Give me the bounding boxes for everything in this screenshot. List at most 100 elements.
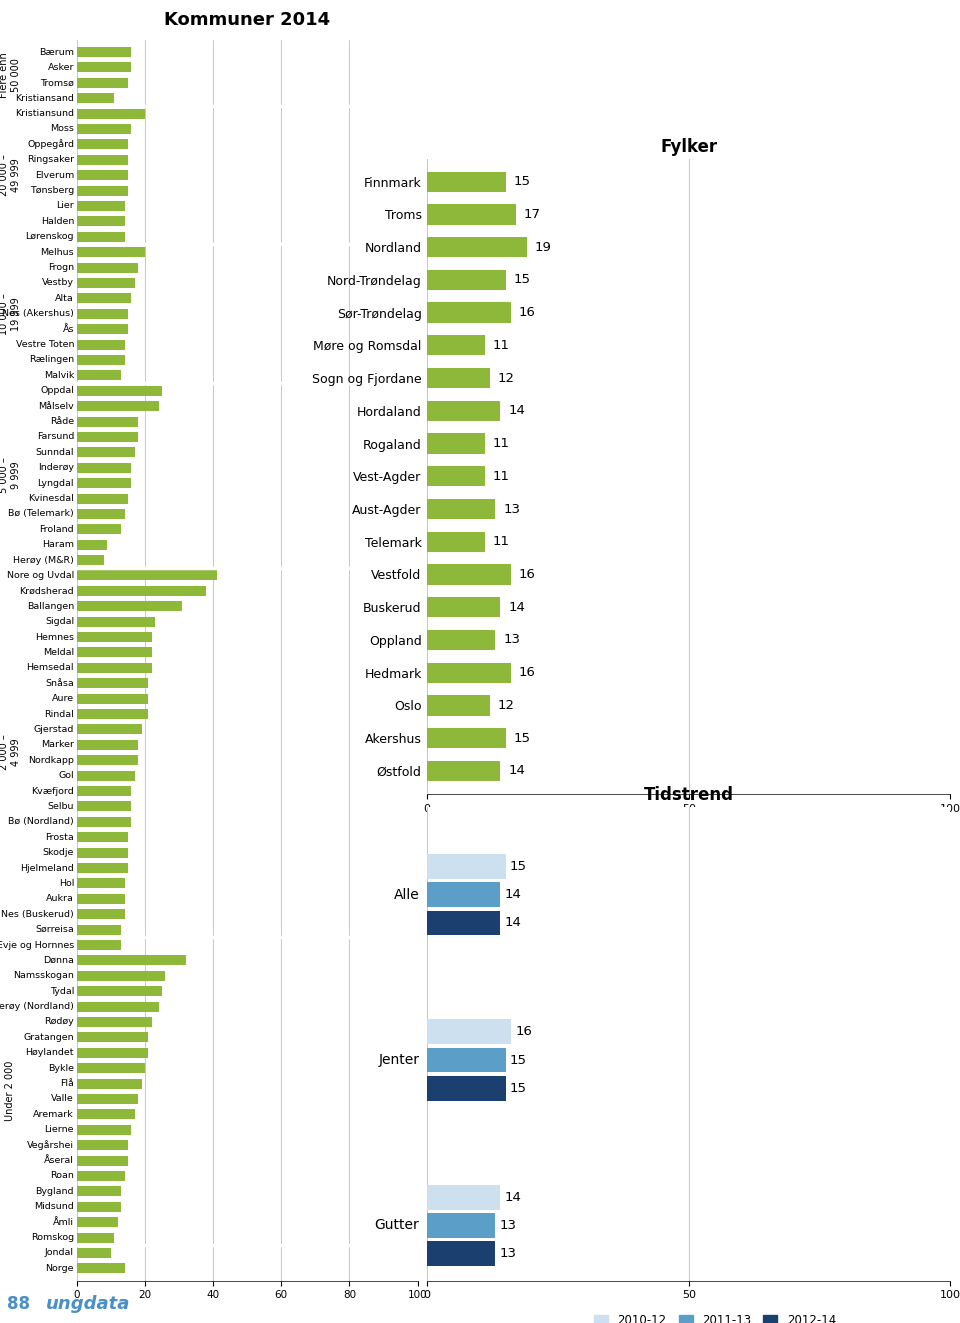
Bar	[77, 431, 138, 442]
Text: 16: 16	[518, 306, 536, 319]
Bar	[77, 1125, 132, 1135]
Bar	[77, 308, 128, 319]
Text: 14: 14	[508, 765, 525, 778]
Bar	[427, 368, 490, 388]
Text: 2 000 –
4 999: 2 000 – 4 999	[0, 734, 21, 770]
Bar	[77, 848, 128, 857]
Text: 12: 12	[498, 372, 515, 385]
Bar	[77, 278, 134, 288]
Bar	[427, 434, 485, 454]
Bar	[77, 632, 152, 642]
Bar	[77, 1171, 125, 1181]
Bar	[77, 1017, 152, 1027]
Bar	[77, 1032, 149, 1043]
Bar	[77, 894, 125, 904]
Bar	[77, 139, 128, 149]
Bar	[77, 647, 152, 658]
Bar	[77, 1201, 121, 1212]
Bar	[77, 1187, 121, 1196]
Bar	[427, 1019, 511, 1044]
Text: 15: 15	[514, 274, 531, 286]
Bar	[77, 955, 186, 966]
Text: 11: 11	[492, 536, 510, 548]
Bar	[77, 941, 121, 950]
Bar	[427, 910, 500, 935]
Bar	[427, 696, 490, 716]
Bar	[77, 478, 132, 488]
Bar	[77, 217, 125, 226]
Text: 88: 88	[8, 1295, 30, 1314]
Bar	[77, 617, 156, 627]
Bar	[77, 1263, 125, 1273]
Legend: 2010-12, 2011-13, 2012-14: 2010-12, 2011-13, 2012-14	[589, 1310, 841, 1323]
Bar	[427, 882, 500, 908]
Text: 15: 15	[514, 175, 531, 188]
Text: 16: 16	[518, 667, 536, 679]
Bar	[77, 155, 128, 165]
Bar	[427, 270, 506, 290]
Bar	[77, 93, 114, 103]
Bar	[77, 493, 128, 504]
Bar	[427, 761, 500, 781]
Text: 15: 15	[514, 732, 531, 745]
Text: 19: 19	[535, 241, 551, 254]
Bar	[427, 597, 500, 618]
Bar	[427, 499, 495, 519]
Bar	[77, 740, 138, 750]
Text: 11: 11	[492, 437, 510, 450]
Bar	[77, 570, 217, 581]
Bar	[427, 565, 511, 585]
Text: ungdata: ungdata	[46, 1295, 131, 1314]
Bar	[427, 1076, 506, 1101]
Text: 15: 15	[510, 860, 527, 873]
Bar	[77, 1110, 134, 1119]
Bar	[77, 556, 104, 565]
Bar	[77, 324, 128, 335]
Bar	[77, 1155, 128, 1166]
Text: 14: 14	[508, 405, 525, 417]
Bar	[77, 1048, 149, 1058]
Text: Jenter: Jenter	[378, 1053, 420, 1068]
Bar	[77, 108, 145, 119]
Text: 12: 12	[498, 699, 515, 712]
Bar	[77, 124, 132, 134]
Bar	[77, 340, 125, 349]
Bar	[427, 532, 485, 552]
Bar	[427, 1048, 506, 1073]
Text: 16: 16	[516, 1025, 532, 1039]
Text: Alle: Alle	[394, 888, 420, 902]
Bar	[77, 786, 132, 796]
Bar	[77, 540, 108, 549]
Bar	[77, 201, 125, 210]
Text: 15: 15	[510, 1053, 527, 1066]
Text: 13: 13	[503, 503, 520, 516]
Bar	[77, 1002, 158, 1012]
Text: 13: 13	[499, 1248, 516, 1261]
Bar	[427, 1184, 500, 1209]
Bar	[77, 771, 134, 781]
Bar	[77, 447, 134, 458]
Text: 5 000 –
9 999: 5 000 – 9 999	[0, 458, 21, 493]
Text: 13: 13	[499, 1218, 516, 1232]
Bar	[77, 909, 125, 919]
Text: Tidstrend: Tidstrend	[644, 786, 733, 804]
Text: 20 000 –
49 999: 20 000 – 49 999	[0, 155, 21, 196]
Bar	[77, 48, 132, 57]
Text: 11: 11	[492, 339, 510, 352]
Bar	[77, 509, 125, 519]
Text: Gutter: Gutter	[374, 1218, 420, 1233]
Bar	[77, 370, 121, 380]
Bar	[77, 171, 128, 180]
Bar	[427, 172, 506, 192]
Bar	[427, 303, 511, 323]
Bar	[77, 355, 125, 365]
Bar	[77, 78, 128, 87]
Bar	[77, 586, 206, 595]
Bar	[77, 417, 138, 426]
Bar	[77, 878, 125, 889]
Bar	[427, 630, 495, 650]
Bar	[427, 237, 527, 257]
Text: Andel som har vært tydelig
beruset siste år: Andel som har vært tydelig beruset siste…	[539, 74, 839, 118]
Bar	[77, 1248, 110, 1258]
Bar	[427, 466, 485, 487]
